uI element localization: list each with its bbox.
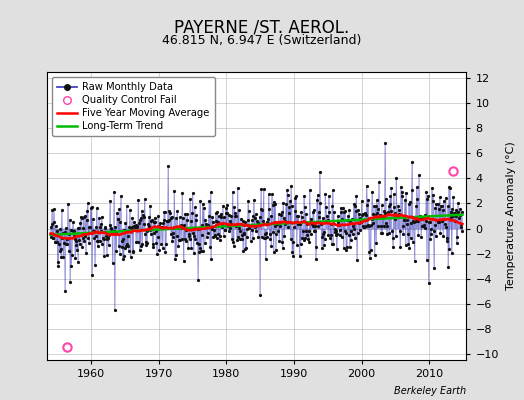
Text: Berkeley Earth: Berkeley Earth — [394, 386, 466, 396]
Text: PAYERNE /ST. AEROL.: PAYERNE /ST. AEROL. — [174, 18, 350, 36]
Legend: Raw Monthly Data, Quality Control Fail, Five Year Moving Average, Long-Term Tren: Raw Monthly Data, Quality Control Fail, … — [52, 77, 214, 136]
Y-axis label: Temperature Anomaly (°C): Temperature Anomaly (°C) — [506, 142, 516, 290]
Text: 46.815 N, 6.947 E (Switzerland): 46.815 N, 6.947 E (Switzerland) — [162, 34, 362, 47]
